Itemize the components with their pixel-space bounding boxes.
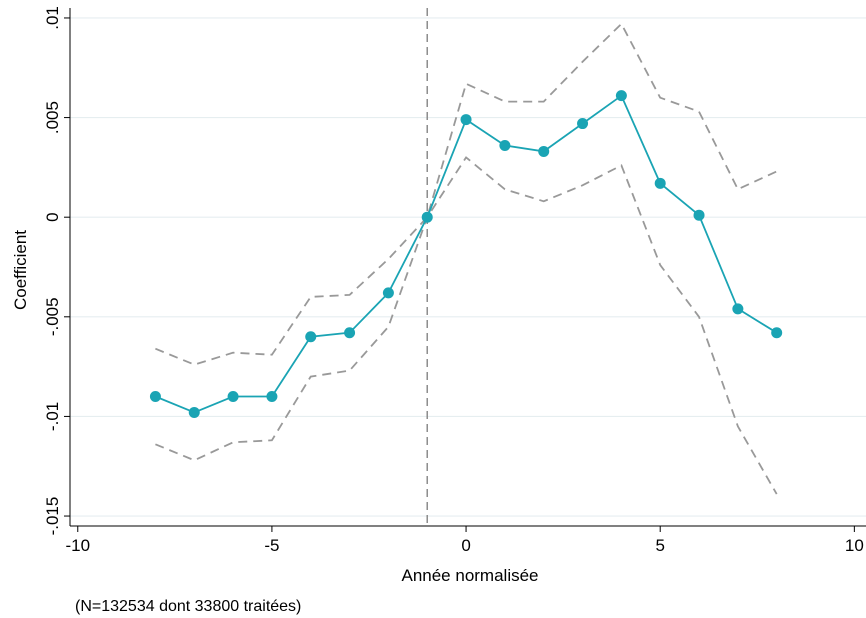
axes-layer: -.015 -.01 -.005 0 .005 .01 -10 -5 0 5 10 [43, 6, 866, 555]
x-tick-label-4: 10 [845, 536, 864, 555]
estimate-point-7 [421, 211, 433, 223]
estimate-point-10 [538, 145, 550, 157]
estimate-point-5 [344, 327, 356, 339]
estimate-point-12 [615, 90, 627, 102]
estimate-point-8 [460, 114, 472, 126]
y-tick-label-1: -.01 [43, 402, 62, 431]
estimate-point-0 [149, 391, 161, 402]
estimate-point-11 [577, 118, 589, 130]
series-layer [149, 22, 783, 495]
x-axis-label: Année normalisée [401, 566, 538, 585]
y-tick-label-3: 0 [43, 212, 62, 221]
y-tick-label-5: .01 [43, 6, 62, 30]
estimate-point-16 [771, 327, 783, 339]
estimate-point-14 [693, 209, 705, 221]
estimate-point-1 [188, 406, 200, 418]
x-tick-label-1: -5 [264, 536, 279, 555]
x-tick-label-0: -10 [65, 536, 90, 555]
estimate-point-13 [654, 177, 666, 189]
y-tick-label-2: -.005 [43, 297, 62, 336]
estimate-line [155, 94, 778, 414]
ci-line-1 [155, 22, 778, 366]
y-axis-label: Coefficient [11, 230, 30, 310]
estimate-point-4 [305, 331, 317, 343]
estimate-point-9 [499, 139, 511, 151]
y-tick-label-0: -.015 [43, 497, 62, 536]
ci-line-2 [155, 156, 778, 495]
x-tick-label-2: 0 [461, 536, 470, 555]
y-tick-label-4: .005 [43, 101, 62, 134]
sample-size-note: (N=132534 dont 33800 traitées) [75, 598, 301, 615]
estimate-point-15 [732, 303, 744, 315]
estimate-point-3 [266, 391, 278, 402]
estimate-point-6 [382, 287, 394, 299]
x-tick-label-3: 5 [655, 536, 664, 555]
estimate-point-2 [227, 391, 239, 402]
